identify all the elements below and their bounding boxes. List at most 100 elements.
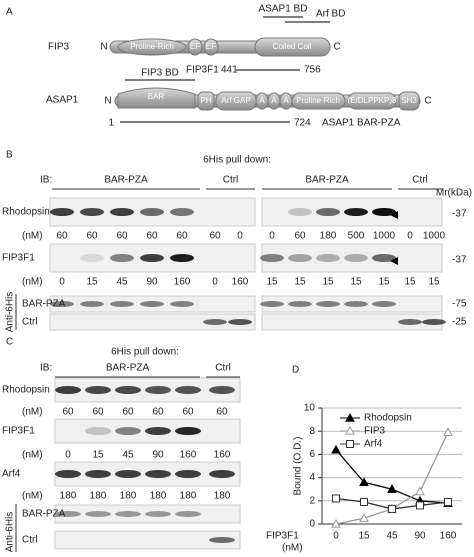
- label: 60: [294, 231, 306, 242]
- label: 15: [266, 277, 278, 288]
- y-tick-label: 10: [304, 403, 316, 414]
- label: BAR-PZA: [305, 175, 349, 186]
- y-tick-label: 2: [309, 495, 315, 506]
- label: -37: [452, 255, 467, 266]
- label: -37: [452, 209, 467, 220]
- y-tick-label: 0: [309, 519, 315, 530]
- label: C: [6, 337, 13, 348]
- x-axis-title: FIP3F1: [266, 531, 299, 542]
- label: BAR-PZA: [22, 509, 66, 520]
- marker: [360, 497, 368, 506]
- label: FIP3F1: [2, 253, 35, 264]
- band: [115, 386, 141, 394]
- band: [110, 301, 134, 307]
- marker: [346, 440, 354, 448]
- y-tick-label: 8: [309, 426, 315, 437]
- label: 60: [86, 231, 98, 242]
- label: -75: [452, 299, 467, 310]
- label: 441: [221, 65, 238, 76]
- label: ASAP1 BAR-PZA: [322, 118, 401, 129]
- y-tick-label: 6: [309, 449, 315, 460]
- blot: [49, 313, 256, 331]
- antibody-label: Anti-6His: [5, 292, 16, 333]
- band: [115, 427, 141, 435]
- band: [398, 319, 422, 325]
- band: [50, 301, 74, 307]
- antibody-label: Anti-6His: [5, 512, 16, 553]
- label: C: [424, 96, 431, 107]
- label: 1000: [373, 231, 396, 242]
- x-axis-unit: (nM): [282, 543, 303, 554]
- blot: [54, 530, 241, 550]
- band: [209, 470, 235, 478]
- band: [145, 386, 171, 394]
- label: IB:: [40, 175, 52, 186]
- label: 180: [150, 491, 167, 502]
- label: Coiled Coil: [273, 42, 312, 51]
- label: 15: [86, 277, 98, 288]
- band: [85, 386, 111, 394]
- label: 15: [428, 277, 440, 288]
- label: Ctrl: [412, 175, 428, 186]
- label: 15: [404, 277, 416, 288]
- label: A: [271, 96, 277, 105]
- band: [203, 319, 227, 325]
- label: EF: [206, 42, 216, 51]
- label: 160: [180, 450, 197, 461]
- label: FIP3: [48, 42, 70, 53]
- label: 180: [120, 491, 137, 502]
- band: [85, 470, 111, 478]
- marker: [345, 412, 355, 422]
- band: [344, 254, 368, 262]
- band: [145, 470, 171, 478]
- band: [260, 254, 284, 262]
- label: 724: [294, 118, 311, 129]
- label: 60: [152, 407, 164, 418]
- label: Mr(kDa): [436, 188, 472, 199]
- band: [145, 427, 171, 435]
- label: Arf GAP: [221, 96, 250, 105]
- label: BAR-PZA: [104, 175, 148, 186]
- label: 15: [350, 277, 362, 288]
- band: [316, 301, 340, 307]
- band: [140, 208, 164, 216]
- label: BAR: [148, 92, 165, 101]
- x-tick-label: 0: [333, 531, 339, 542]
- label: BAR-PZA: [106, 363, 150, 374]
- label: A: [6, 7, 13, 18]
- band: [55, 511, 81, 517]
- marker: [345, 425, 355, 435]
- label: 180: [214, 491, 231, 502]
- label: 0: [407, 231, 413, 242]
- x-tick-label: 45: [386, 531, 398, 542]
- label: 60: [116, 231, 128, 242]
- marker: [443, 427, 453, 437]
- band: [288, 208, 312, 216]
- label: 90: [146, 277, 158, 288]
- band: [316, 208, 340, 216]
- band: [170, 301, 194, 307]
- fip3-lines: [236, 16, 330, 71]
- marker: [387, 484, 397, 493]
- legend-label: FIP3: [364, 426, 386, 437]
- marker: [359, 513, 369, 522]
- label: N: [104, 96, 111, 107]
- label: Ctrl: [22, 535, 38, 546]
- label: 45: [122, 450, 134, 461]
- band: [170, 208, 194, 216]
- label: 1000: [423, 231, 446, 242]
- label: A: [259, 96, 265, 105]
- label: Ctrl: [223, 175, 239, 186]
- label: FIP3F1: [2, 426, 35, 437]
- band: [344, 301, 368, 307]
- x-tick-label: 15: [358, 531, 370, 542]
- marker: [444, 497, 452, 506]
- label: PH: [200, 96, 211, 105]
- band: [55, 386, 81, 394]
- marker: [416, 501, 424, 510]
- label: 160: [174, 277, 191, 288]
- blot: [54, 504, 241, 524]
- label: 756: [304, 65, 321, 76]
- fip3-diagram: [109, 37, 331, 57]
- label: Proline-Rich: [296, 96, 340, 105]
